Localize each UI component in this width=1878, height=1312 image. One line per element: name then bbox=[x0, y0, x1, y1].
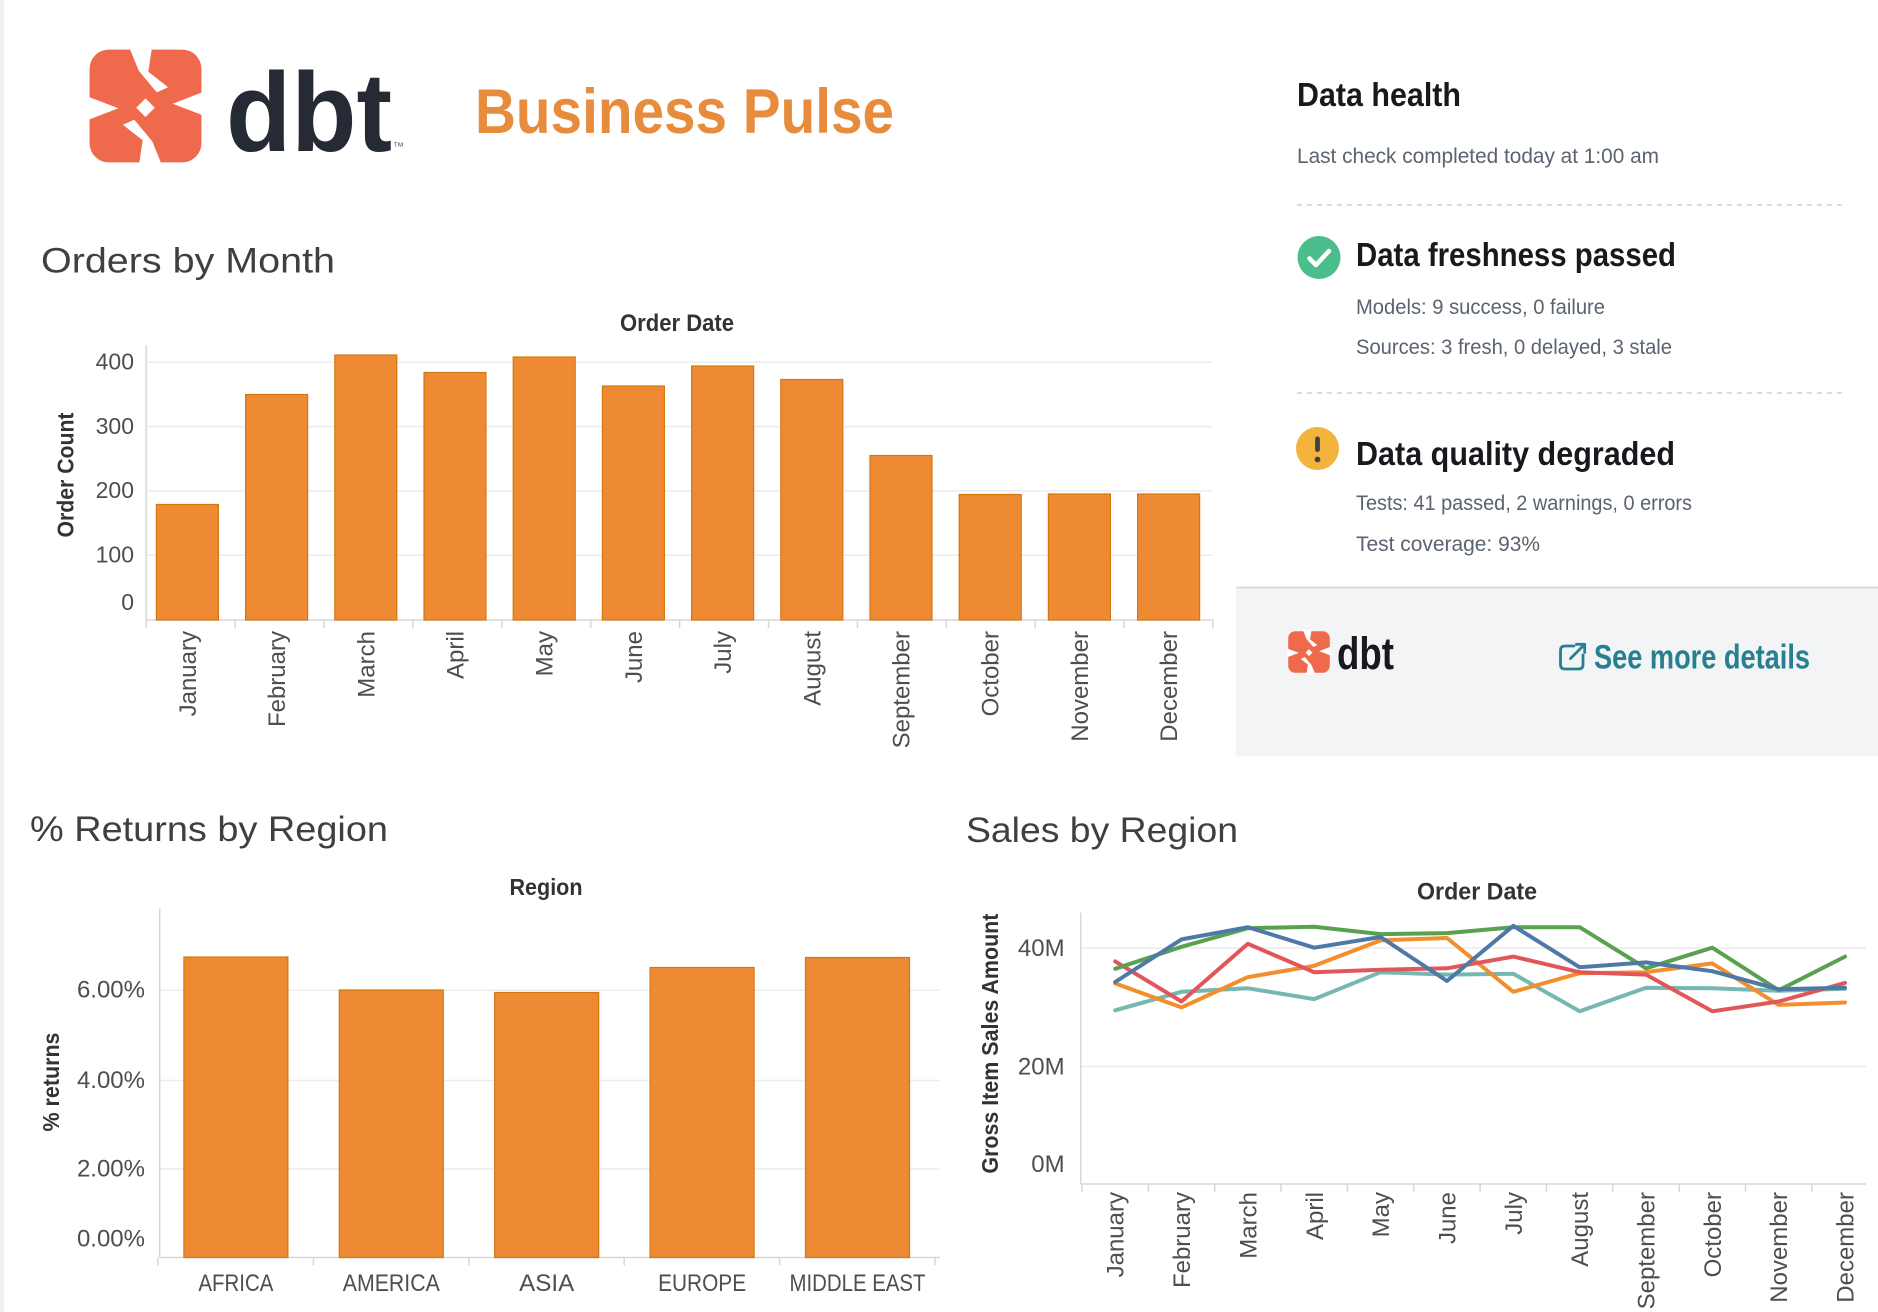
svg-text:300: 300 bbox=[96, 413, 134, 439]
svg-text:April: April bbox=[1302, 1192, 1329, 1240]
svg-text:Models: 9 success, 0 failure: Models: 9 success, 0 failure bbox=[1356, 296, 1605, 319]
svg-text:% returns: % returns bbox=[38, 1033, 64, 1132]
svg-text:EUROPE: EUROPE bbox=[658, 1270, 746, 1297]
svg-text:August: August bbox=[799, 631, 826, 706]
svg-text:Data quality degraded: Data quality degraded bbox=[1356, 435, 1675, 472]
svg-text:MIDDLE EAST: MIDDLE EAST bbox=[790, 1270, 926, 1297]
svg-text:0: 0 bbox=[121, 589, 134, 615]
svg-text:October: October bbox=[978, 631, 1005, 716]
svg-text:June: June bbox=[621, 631, 648, 683]
svg-text:4.00%: 4.00% bbox=[77, 1067, 145, 1094]
svg-text:February: February bbox=[1169, 1192, 1196, 1288]
svg-text:20M: 20M bbox=[1018, 1054, 1065, 1081]
svg-text:Order Count: Order Count bbox=[53, 412, 79, 537]
svg-text:Sales by Region: Sales by Region bbox=[966, 811, 1238, 850]
svg-text:Order Date: Order Date bbox=[1417, 879, 1537, 906]
svg-text:ASIA: ASIA bbox=[519, 1270, 574, 1297]
svg-text:September: September bbox=[1634, 1192, 1661, 1309]
svg-text:April: April bbox=[443, 631, 470, 679]
svg-text:See more details: See more details bbox=[1594, 639, 1810, 677]
svg-text:% Returns by Region: % Returns by Region bbox=[30, 810, 388, 849]
svg-text:Sources: 3 fresh, 0 delayed, 3: Sources: 3 fresh, 0 delayed, 3 stale bbox=[1356, 336, 1672, 359]
svg-text:October: October bbox=[1700, 1192, 1727, 1277]
svg-text:May: May bbox=[532, 631, 559, 676]
svg-text:dbt: dbt bbox=[1337, 628, 1394, 679]
svg-text:40M: 40M bbox=[1018, 935, 1065, 962]
svg-text:June: June bbox=[1435, 1192, 1462, 1244]
svg-text:2.00%: 2.00% bbox=[77, 1156, 145, 1183]
svg-text:Last check completed today at: Last check completed today at 1:00 am bbox=[1297, 145, 1659, 168]
svg-text:™: ™ bbox=[393, 141, 404, 153]
svg-text:AFRICA: AFRICA bbox=[198, 1270, 273, 1297]
svg-text:July: July bbox=[1501, 1192, 1528, 1235]
svg-text:February: February bbox=[264, 631, 291, 727]
svg-text:November: November bbox=[1766, 1192, 1793, 1303]
svg-text:December: December bbox=[1833, 1192, 1860, 1303]
svg-text:September: September bbox=[889, 631, 916, 748]
svg-text:dbt: dbt bbox=[226, 50, 392, 175]
svg-text:Business Pulse: Business Pulse bbox=[475, 77, 894, 147]
svg-text:March: March bbox=[1235, 1192, 1262, 1259]
svg-text:Tests: 41 passed, 2 warnings,: Tests: 41 passed, 2 warnings, 0 errors bbox=[1356, 492, 1692, 515]
svg-text:Data health: Data health bbox=[1297, 76, 1461, 113]
svg-text:6.00%: 6.00% bbox=[77, 977, 145, 1004]
svg-text:August: August bbox=[1567, 1192, 1594, 1267]
svg-text:Order Date: Order Date bbox=[620, 310, 734, 337]
svg-text:November: November bbox=[1067, 631, 1094, 742]
svg-text:Region: Region bbox=[510, 874, 583, 900]
svg-text:January: January bbox=[175, 631, 202, 716]
svg-text:May: May bbox=[1368, 1192, 1395, 1237]
svg-text:December: December bbox=[1156, 631, 1183, 742]
svg-text:100: 100 bbox=[96, 541, 134, 567]
svg-text:400: 400 bbox=[96, 349, 134, 375]
svg-text:0.00%: 0.00% bbox=[77, 1226, 145, 1253]
svg-text:Orders by Month: Orders by Month bbox=[41, 242, 335, 281]
svg-text:January: January bbox=[1103, 1192, 1130, 1277]
svg-text:March: March bbox=[353, 631, 380, 698]
svg-text:Gross Item Sales Amount: Gross Item Sales Amount bbox=[977, 913, 1003, 1173]
svg-text:200: 200 bbox=[96, 477, 134, 503]
svg-text:AMERICA: AMERICA bbox=[343, 1270, 440, 1297]
svg-text:Test coverage: 93%: Test coverage: 93% bbox=[1356, 533, 1540, 556]
svg-text:Data freshness passed: Data freshness passed bbox=[1356, 236, 1676, 273]
svg-text:0M: 0M bbox=[1031, 1151, 1064, 1178]
svg-text:July: July bbox=[710, 631, 737, 674]
